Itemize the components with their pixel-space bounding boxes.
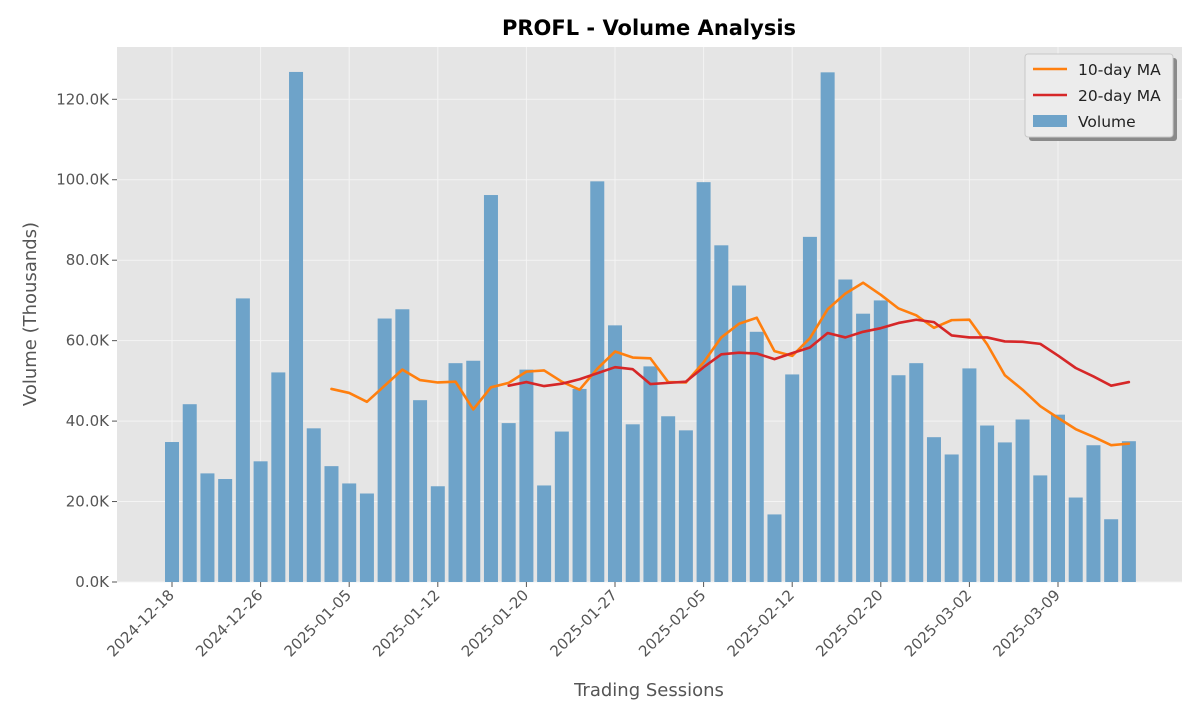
volume-bar — [1033, 475, 1048, 582]
x-tick-label: 2025-01-05 — [281, 586, 355, 660]
volume-bar — [466, 360, 481, 582]
volume-bar — [643, 366, 658, 582]
x-tick-label: 2025-01-27 — [546, 586, 620, 660]
volume-bar — [767, 514, 782, 582]
volume-bar — [980, 425, 995, 582]
volume-bar — [1121, 441, 1136, 582]
volume-bar — [838, 279, 853, 582]
volume-bar — [873, 300, 888, 582]
y-tick-label: 0.0K — [75, 573, 110, 591]
volume-bar — [377, 318, 392, 582]
volume-bar — [200, 473, 215, 582]
volume-bar — [625, 424, 640, 582]
y-tick-label: 80.0K — [66, 251, 110, 269]
volume-bar — [909, 363, 924, 582]
volume-bar — [537, 485, 552, 582]
volume-bar — [448, 363, 463, 582]
x-tick-label: 2025-02-20 — [812, 586, 886, 660]
volume-bar — [306, 428, 321, 582]
volume-bar — [891, 375, 906, 582]
volume-bar — [359, 493, 374, 582]
volume-bar — [289, 71, 304, 582]
volume-bar — [1104, 519, 1119, 582]
y-tick-label: 40.0K — [66, 412, 110, 430]
ma20-line — [507, 318, 1131, 388]
volume-bar — [678, 430, 693, 582]
volume-bar — [572, 388, 587, 582]
volume-bar — [714, 245, 729, 583]
volume-bar — [501, 423, 516, 582]
volume-bar — [253, 461, 268, 582]
x-tick-label: 2025-02-12 — [724, 586, 798, 660]
y-tick-label: 120.0K — [56, 90, 110, 108]
volume-bars — [165, 71, 1136, 583]
legend-label-20-day-ma: 20-day MA — [1078, 87, 1161, 105]
volume-bar — [1051, 414, 1065, 582]
y-axis-label: Volume (Thousands) — [20, 222, 41, 406]
x-tick-label: 2025-01-20 — [458, 586, 532, 660]
volume-bar — [696, 182, 711, 582]
y-tick-label: 100.0K — [56, 171, 110, 189]
volume-bar — [218, 479, 233, 582]
legend-label-volume: Volume — [1078, 113, 1136, 131]
legend: 10-day MA 20-day MA Volume — [1024, 53, 1177, 141]
volume-bar — [820, 72, 835, 582]
volume-bar — [785, 374, 800, 582]
moving-average-lines — [330, 281, 1131, 447]
volume-bar — [324, 466, 339, 582]
y-tick-label: 60.0K — [66, 332, 110, 350]
x-axis-label: Trading Sessions — [573, 680, 724, 701]
volume-bar — [395, 309, 410, 582]
volume-bar — [590, 181, 605, 582]
volume-bar — [608, 325, 622, 582]
volume-bar — [1086, 445, 1101, 582]
x-tick-label: 2024-12-18 — [103, 586, 177, 660]
x-tick-label: 2025-01-12 — [369, 586, 443, 660]
volume-bar — [856, 313, 871, 582]
volume-bar — [519, 369, 534, 582]
y-tick-label: 20.0K — [66, 493, 110, 511]
volume-bar — [1068, 497, 1083, 582]
x-tick-label: 2025-02-05 — [635, 586, 709, 660]
volume-bar — [182, 404, 197, 582]
legend-swatch-volume — [1033, 115, 1067, 127]
volume-bar — [1015, 419, 1030, 582]
x-tick-label: 2025-03-02 — [901, 586, 975, 660]
volume-bar — [944, 454, 959, 582]
volume-bar — [430, 486, 445, 582]
volume-bar — [661, 416, 676, 582]
ma10-line — [330, 281, 1131, 447]
volume-bar — [926, 437, 941, 582]
volume-bar — [235, 298, 250, 582]
volume-bar — [554, 431, 569, 582]
volume-bar — [749, 331, 764, 582]
volume-bar — [342, 483, 357, 582]
volume-bar — [962, 368, 977, 582]
volume-bar — [165, 442, 179, 582]
volume-bar — [413, 400, 428, 582]
chart-title: PROFL - Volume Analysis — [502, 16, 796, 40]
x-tick-label: 2025-03-09 — [989, 586, 1063, 660]
volume-bar — [271, 372, 286, 582]
legend-label-10-day-ma: 10-day MA — [1078, 61, 1161, 79]
volume-bar — [802, 236, 817, 582]
x-tick-label: 2024-12-26 — [192, 586, 266, 660]
volume-bar — [732, 285, 747, 582]
volume-bar — [997, 442, 1012, 582]
